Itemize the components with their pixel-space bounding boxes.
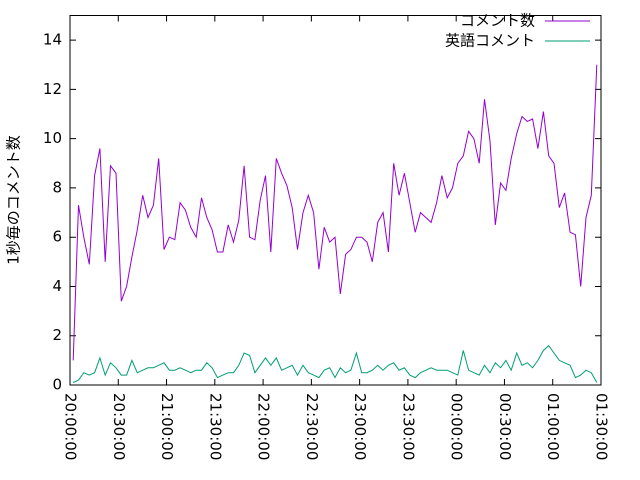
x-tick-label: 22:30:00 [303, 393, 321, 460]
series-line [72, 344, 598, 383]
legend-label: 英語コメント [445, 32, 535, 50]
y-tick-label: 8 [52, 178, 62, 196]
y-tick-label: 0 [52, 376, 62, 394]
x-tick-label: 23:00:00 [351, 393, 369, 460]
y-tick-label: 4 [52, 277, 62, 295]
legend-label: コメント数 [460, 12, 535, 30]
x-tick-label: 20:00:00 [62, 393, 80, 460]
y-tick-label: 14 [43, 31, 62, 49]
x-tick-label: 01:00:00 [544, 393, 562, 460]
y-axis-label: 1秒毎のコメント数 [5, 135, 23, 265]
x-tick-label: 21:00:00 [158, 393, 176, 460]
x-tick-label: 00:30:00 [496, 393, 514, 460]
y-tick-label: 6 [52, 228, 62, 246]
x-tick-label: 22:00:00 [255, 393, 273, 460]
x-tick-label: 00:00:00 [448, 393, 466, 460]
x-tick-label: 23:30:00 [399, 393, 417, 460]
x-tick-label: 01:30:00 [593, 393, 611, 460]
x-tick-label: 20:30:00 [110, 393, 128, 460]
y-tick-label: 12 [43, 80, 62, 98]
plot-frame [69, 15, 602, 386]
x-tick-label: 21:30:00 [206, 393, 224, 460]
y-tick-label: 2 [52, 326, 62, 344]
y-tick-label: 10 [43, 129, 62, 147]
series-line [72, 64, 598, 361]
